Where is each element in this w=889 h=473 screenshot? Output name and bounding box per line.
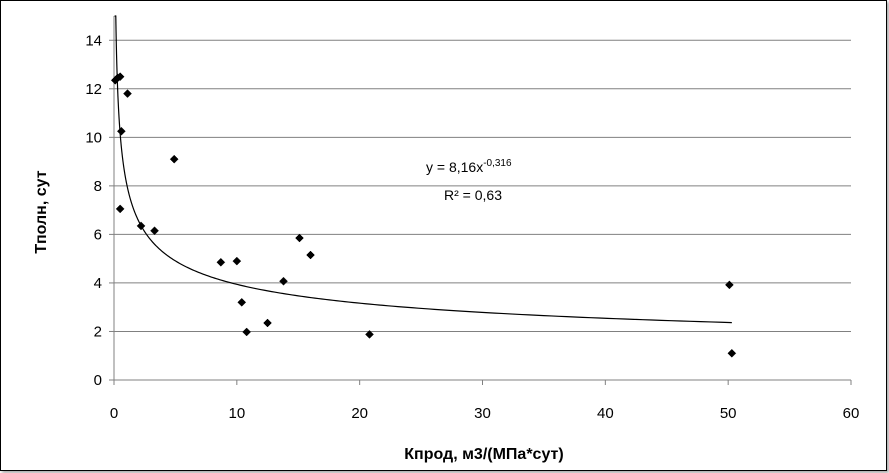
r-squared-label: R² = 0,63 (444, 187, 502, 203)
y-tick-label: 4 (94, 275, 102, 292)
trendline-equation-exponent: -0,316 (483, 158, 512, 169)
x-tick-label: 0 (110, 405, 118, 422)
x-tick-label: 60 (843, 405, 860, 422)
axes (109, 16, 852, 385)
x-axis-title: Кпрод, м3/(МПа*сут) (404, 446, 563, 463)
tick-labels: 0 2 4 6 8 10 12 14 0 10 20 30 40 50 60 (85, 32, 859, 422)
data-point (237, 297, 247, 307)
y-tick-label: 14 (85, 32, 102, 49)
y-tick-label: 8 (94, 178, 102, 195)
y-tick-label: 6 (94, 226, 102, 243)
y-tick-label: 0 (94, 372, 102, 389)
data-point (216, 257, 226, 267)
y-tick-label: 12 (85, 81, 102, 98)
data-point (295, 233, 304, 243)
gridlines (114, 39, 851, 332)
data-point (365, 330, 374, 339)
trendline-equation-base: y = 8,16x (426, 159, 483, 175)
data-point (150, 226, 159, 236)
data-point (115, 204, 125, 214)
data-point (115, 72, 125, 82)
data-point (169, 154, 179, 164)
y-tick-label: 2 (94, 323, 102, 340)
data-point (123, 89, 132, 99)
x-tick-label: 20 (351, 405, 368, 422)
trendline-group (114, 15, 732, 324)
y-tick-label: 10 (85, 129, 102, 146)
data-point (279, 276, 288, 286)
data-point (263, 318, 272, 328)
data-points (110, 72, 737, 358)
data-point (136, 221, 146, 231)
data-point (242, 327, 252, 337)
trendline (114, 15, 732, 324)
data-point (306, 250, 315, 260)
data-point (117, 126, 126, 136)
x-tick-label: 40 (597, 405, 614, 422)
x-tick-label: 10 (228, 405, 245, 422)
trendline-equation: y = 8,16x-0,316 (426, 158, 512, 175)
data-point (725, 280, 734, 290)
x-tick-label: 50 (720, 405, 737, 422)
data-point (727, 348, 737, 358)
x-tick-label: 30 (474, 405, 491, 422)
y-axis-title: Тполн, сут (33, 170, 50, 253)
data-point (232, 256, 242, 266)
